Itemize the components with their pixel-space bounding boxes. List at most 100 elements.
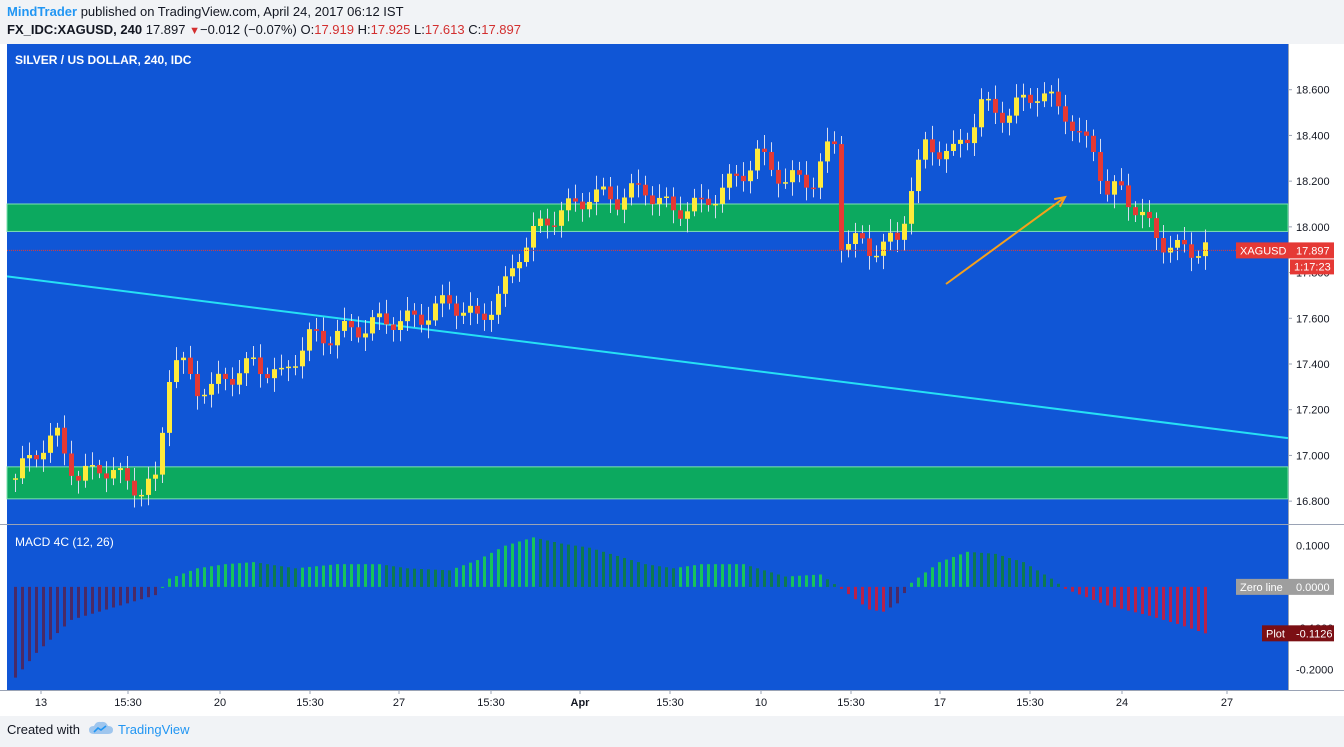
candle-body [713,203,718,206]
macd-bar [1120,586,1123,609]
candle-body [573,198,578,202]
candle-body [279,367,284,370]
macd-bar [1001,555,1004,587]
candle-body [244,358,249,374]
candle-body [755,148,760,171]
candle-body [510,268,515,277]
candle-body [860,233,865,239]
macd-bar [406,568,409,587]
macd-bar [574,545,577,587]
macd-tick-label: -0.2000 [1296,664,1333,676]
time-tick-label: 24 [1116,697,1128,709]
candle-body [769,151,774,170]
macd-bar [1071,586,1074,592]
macd-bar [805,575,808,587]
macd-bar [182,573,185,587]
candle-body [930,139,935,153]
macd-bar [1141,586,1144,615]
macd-bar [1022,562,1025,587]
support-resistance-zone[interactable] [6,466,1289,500]
tradingview-link[interactable]: TradingView [118,722,190,737]
macd-bar [833,584,836,587]
macd-bar [1155,586,1158,618]
chart-area[interactable]: 18.60018.40018.20018.00017.80017.60017.4… [0,44,1344,716]
macd-bar [168,578,171,587]
macd-bar [588,547,591,587]
candle-body [13,478,18,480]
candle-body [426,320,431,325]
last-price: 17.897 [145,22,186,37]
macd-bar [952,556,955,587]
macd-bar [294,568,297,587]
change-value: −0.012 (−0.07%) [200,22,297,37]
macd-bar [42,586,45,647]
macd-bar [308,566,311,587]
macd-bar [798,575,801,587]
candle-body [20,458,25,479]
candle-body [90,465,95,467]
last-price-value: 17.897 [1296,245,1330,257]
candle-body [405,310,410,322]
macd-bar [980,552,983,587]
macd-bar [1197,586,1200,631]
macd-bar [427,569,430,587]
candle-body [83,465,88,481]
support-resistance-zone[interactable] [6,203,1289,232]
macd-bar [868,586,871,610]
macd-bar [420,569,423,587]
candle-body [986,98,991,101]
macd-bar [455,567,458,587]
candle-body [1049,91,1054,94]
candle-body [1112,181,1117,195]
candle-body [104,473,109,479]
candle-body [825,141,830,162]
candle-body [916,159,921,192]
candle-body [370,317,375,334]
candle-body [1182,239,1187,245]
candle-body [972,127,977,144]
macd-bar [84,586,87,616]
macd-bar [161,586,164,588]
macd-bar [196,568,199,587]
macd-bar [343,564,346,587]
candle-body [412,310,417,315]
candle-body [1042,93,1047,102]
macd-bar [434,569,437,587]
macd-bar [259,563,262,587]
macd-bar [1183,586,1186,627]
zero-line-value: 0.0000 [1296,582,1330,594]
macd-bar [483,556,486,587]
candle-body [34,455,39,460]
macd-bar [238,563,241,587]
candle-body [76,475,81,481]
candle-body [741,175,746,182]
time-tick-label: 13 [35,697,47,709]
macd-bar [448,570,451,587]
candle-body [1133,207,1138,216]
candle-body [391,324,396,331]
projection-arrow[interactable] [945,196,1066,285]
candle-body [160,432,165,475]
macd-bar [469,562,472,587]
macd-bar [945,559,948,587]
macd-bar [826,579,829,587]
candle-body [1077,130,1082,133]
author-link[interactable]: MindTrader [7,4,78,19]
macd-bar [959,554,962,587]
macd-bar [1176,586,1179,624]
macd-bar [1036,570,1039,587]
candle-body [720,187,725,204]
time-tick-label: 10 [755,697,767,709]
chart-title: SILVER / US DOLLAR, 240, IDC [15,53,192,67]
candle-body [1084,131,1089,136]
candle-body [321,330,326,344]
candle-body [342,321,347,331]
macd-bar [847,586,850,595]
trendline[interactable] [6,275,1289,440]
macd-bar [609,553,612,587]
candle-body [496,293,501,315]
macd-bar [378,564,381,587]
macd-bar [119,586,122,606]
macd-bar [315,566,318,587]
candle-body [48,435,53,453]
